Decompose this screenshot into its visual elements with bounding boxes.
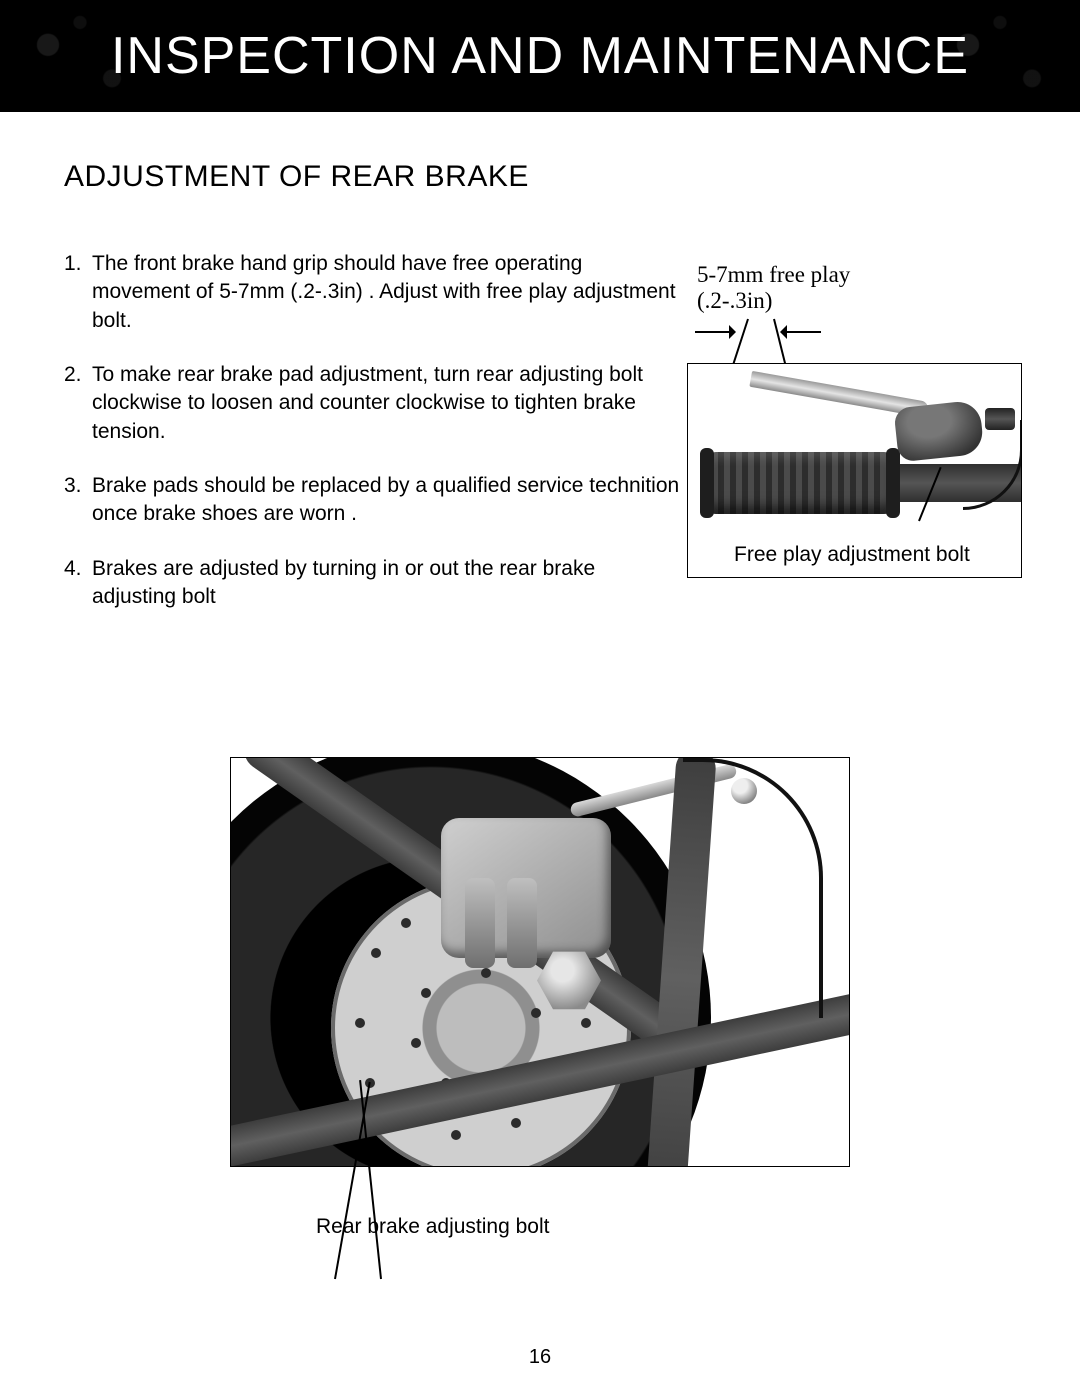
figure-2-box: [230, 757, 850, 1167]
section-title: ADJUSTMENT OF REAR BRAKE: [64, 160, 1016, 194]
figure-1-caption: Free play adjustment bolt: [734, 542, 970, 567]
caliper-graphic: [441, 818, 611, 958]
content-area: ADJUSTMENT OF REAR BRAKE 1. The front br…: [0, 112, 1080, 1239]
figure-1: 5-7mm free play (.2-.3in) Free play adju…: [687, 262, 1022, 578]
figure-1-arrows: [687, 317, 1022, 363]
step-number: 4.: [64, 555, 92, 612]
step-number: 1.: [64, 250, 92, 335]
arrow-left-icon: [785, 331, 821, 333]
step-1: 1. The front brake hand grip should have…: [64, 250, 684, 335]
step-text: The front brake hand grip should have fr…: [92, 250, 684, 335]
step-text: To make rear brake pad adjustment, turn …: [92, 361, 684, 446]
arrow-right-icon: [695, 331, 731, 333]
step-number: 3.: [64, 472, 92, 529]
step-text: Brakes are adjusted by turning in or out…: [92, 555, 684, 612]
page-header-title: INSPECTION AND MAINTENANCE: [111, 26, 969, 86]
steps-list: 1. The front brake hand grip should have…: [64, 250, 684, 637]
step-2: 2. To make rear brake pad adjustment, tu…: [64, 361, 684, 446]
handgrip-graphic: [706, 452, 894, 514]
figure-1-box: Free play adjustment bolt: [687, 363, 1022, 578]
page-number: 16: [0, 1346, 1080, 1369]
step-3: 3. Brake pads should be replaced by a qu…: [64, 472, 684, 529]
brake-cable-graphic: [683, 758, 823, 1018]
step-text: Brake pads should be replaced by a quali…: [92, 472, 684, 529]
figure-1-top-label: 5-7mm free play (.2-.3in): [697, 262, 1022, 315]
step-4: 4. Brakes are adjusted by turning in or …: [64, 555, 684, 612]
header-band: INSPECTION AND MAINTENANCE: [0, 0, 1080, 112]
figure-2: Rear brake adjusting bolt: [230, 757, 850, 1239]
figure-2-caption: Rear brake adjusting bolt: [316, 1215, 850, 1239]
step-number: 2.: [64, 361, 92, 446]
figure-1-top-label-line1: 5-7mm free play: [697, 262, 850, 287]
figure-1-top-label-line2: (.2-.3in): [697, 288, 772, 313]
